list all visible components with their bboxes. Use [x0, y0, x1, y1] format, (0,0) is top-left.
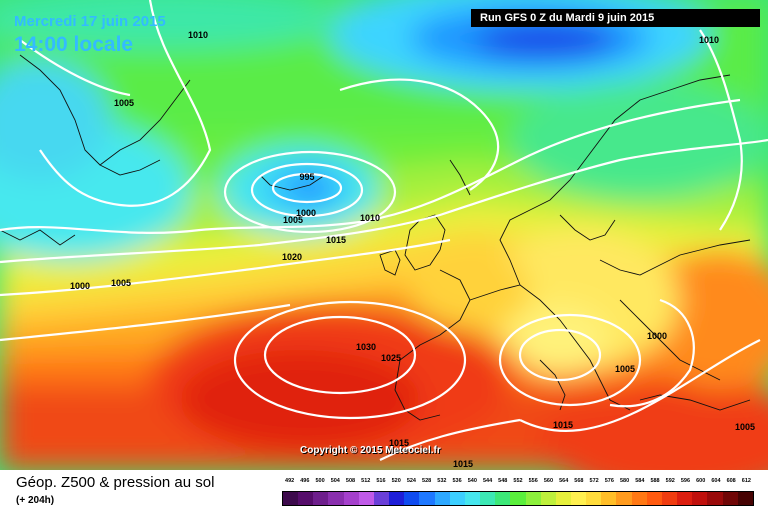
legend-swatch: [495, 492, 511, 505]
legend-color-bar: [282, 491, 754, 506]
isobar-label: 1010: [698, 35, 720, 45]
legend-swatch: [631, 492, 647, 505]
legend-label: 568: [574, 478, 584, 484]
legend-swatch: [313, 492, 329, 505]
legend-label: 504: [330, 478, 340, 484]
legend-label: 524: [406, 478, 416, 484]
legend-swatch: [707, 492, 723, 505]
legend-swatch: [616, 492, 632, 505]
isobar-label: 1000: [69, 281, 91, 291]
model-run-label: Run GFS 0 Z du Mardi 9 juin 2015: [471, 9, 760, 27]
legend-swatch: [373, 492, 390, 505]
map-title: Géop. Z500 & pression au sol: [16, 474, 215, 491]
isobar-label: 1010: [187, 30, 209, 40]
legend-swatch: [692, 492, 708, 505]
isobar-label: 1015: [552, 420, 574, 430]
legend-swatch: [419, 492, 435, 505]
legend-label: 592: [665, 478, 675, 484]
legend-label: 528: [422, 478, 432, 484]
legend-label: 584: [635, 478, 645, 484]
isobar-label: 1000: [646, 331, 668, 341]
isobar-label: 1020: [281, 252, 303, 262]
forecast-offset: (+ 204h): [16, 495, 55, 506]
legend-label: 540: [467, 478, 477, 484]
legend-label: 588: [650, 478, 660, 484]
legend-label: 548: [498, 478, 508, 484]
copyright-notice: Copyright © 2015 Meteociel.fr: [300, 445, 441, 456]
forecast-date: Mercredi 17 juin 2015: [14, 13, 166, 30]
isobar-label: 1005: [734, 422, 756, 432]
geopotential-map: [0, 0, 768, 470]
legend-swatch: [449, 492, 465, 505]
z500-color-field: [0, 0, 768, 470]
color-scale-legend: 492 496 500 504 508 512 516 520 524 528 532 536 540 5…: [282, 478, 754, 506]
legend-swatch: [298, 492, 314, 505]
legend-label: 576: [604, 478, 614, 484]
legend-swatch: [343, 492, 359, 505]
legend-label: 612: [741, 478, 751, 484]
forecast-time: 14:00 locale: [14, 33, 134, 56]
isobar-label: 995: [299, 172, 315, 182]
legend-label: 492: [285, 478, 295, 484]
legend-label: 608: [726, 478, 736, 484]
isobar-label: 1010: [359, 213, 381, 223]
legend-swatch: [646, 492, 662, 505]
isobar-label: 1025: [380, 353, 402, 363]
legend-label: 496: [300, 478, 310, 484]
legend-swatch: [586, 492, 602, 505]
legend-label: 532: [437, 478, 447, 484]
legend-label: 544: [482, 478, 493, 484]
legend-label: 596: [680, 478, 691, 484]
legend-label: 560: [543, 478, 554, 484]
legend-label: 600: [696, 478, 706, 484]
isobar-label: 1015: [325, 235, 347, 245]
coastlines: [0, 54, 751, 421]
legend-label: 580: [619, 478, 630, 484]
legend-label: 556: [528, 478, 538, 484]
isobar-label: 1015: [452, 459, 474, 469]
legend-swatch: [480, 492, 496, 505]
legend-swatch: [434, 492, 450, 505]
legend-swatch: [661, 492, 678, 505]
legend-swatch: [510, 492, 526, 505]
legend-label: 516: [376, 478, 386, 484]
legend-label: 508: [345, 478, 356, 484]
legend-label: 604: [711, 478, 721, 484]
isobar-label: 1005: [614, 364, 636, 374]
legend-swatch: [601, 492, 617, 505]
isobar-label: 1030: [355, 342, 377, 352]
legend-swatch: [404, 492, 420, 505]
legend-swatch: [525, 492, 541, 505]
legend-label: 512: [361, 478, 371, 484]
legend-label: 552: [513, 478, 523, 484]
legend-labels: 492 496 500 504 508 512 516 520 524 528 532 536 540 5…: [282, 478, 754, 488]
isobar-label: 1005: [113, 98, 135, 108]
legend-swatch: [737, 492, 753, 505]
legend-swatch: [540, 492, 556, 505]
legend-swatch: [328, 492, 344, 505]
isobar-label: 1000: [295, 208, 317, 218]
isobar-label: 1015: [388, 438, 410, 448]
isobar-label: 1005: [282, 215, 304, 225]
legend-swatch: [722, 492, 738, 505]
legend-swatch: [283, 492, 299, 505]
legend-label: 536: [452, 478, 462, 484]
isobars: [0, 0, 768, 461]
legend-label: 572: [589, 478, 599, 484]
legend-swatch: [358, 492, 374, 505]
legend-label: 564: [559, 478, 569, 484]
legend-swatch: [389, 492, 405, 505]
legend-label: 520: [391, 478, 401, 484]
legend-swatch: [555, 492, 571, 505]
legend-swatch: [570, 492, 587, 505]
legend-swatch: [677, 492, 693, 505]
legend-swatch: [464, 492, 481, 505]
isobar-label: 1005: [110, 278, 132, 288]
map-footer: Géop. Z500 & pression au sol (+ 204h) 49…: [0, 470, 768, 512]
legend-label: 500: [315, 478, 325, 484]
